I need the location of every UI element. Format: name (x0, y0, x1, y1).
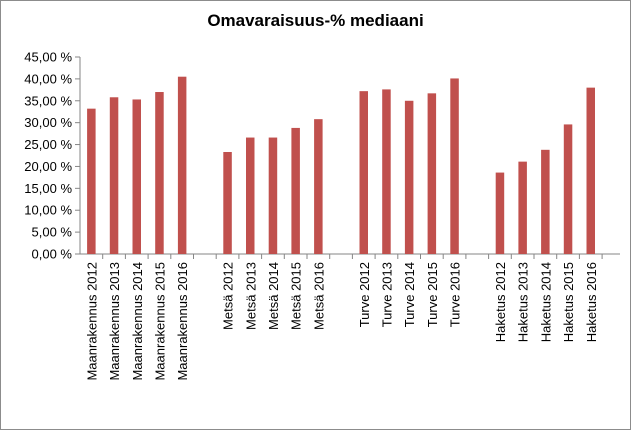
x-category-label: Metsä 2012 (221, 262, 236, 330)
bar (518, 161, 527, 254)
bar (223, 152, 232, 254)
x-category-label: Maanrakennus 2016 (175, 262, 190, 381)
x-category-label: Metsä 2013 (243, 262, 258, 330)
bar (246, 137, 255, 254)
bar (586, 87, 595, 254)
y-tick-label: 30,00 % (24, 115, 72, 130)
bar (359, 91, 368, 255)
x-category-label: Haketus 2015 (561, 262, 576, 342)
chart-title: Omavaraisuus-% mediaani (207, 11, 424, 30)
bar (87, 108, 96, 254)
x-category-label: Metsä 2016 (311, 262, 326, 330)
x-category-label: Haketus 2013 (516, 262, 531, 342)
y-tick-label: 5,00 % (32, 225, 73, 240)
bar (450, 78, 459, 254)
bar (132, 99, 141, 255)
bar (404, 100, 414, 254)
x-category-label: Metsä 2015 (289, 262, 304, 330)
y-tick-label: 40,00 % (24, 71, 72, 86)
bar (268, 137, 278, 254)
y-tick-label: 25,00 % (24, 137, 72, 152)
bar (541, 149, 550, 254)
y-tick-label: 45,00 % (24, 50, 72, 65)
bar (109, 97, 119, 254)
bar (495, 172, 505, 254)
x-category-label: Turve 2015 (425, 262, 440, 327)
y-tick-label: 10,00 % (24, 203, 72, 218)
y-tick-label: 35,00 % (24, 93, 72, 108)
bar (427, 93, 437, 254)
x-category-label: Haketus 2014 (538, 262, 553, 342)
x-category-label: Haketus 2012 (493, 262, 508, 342)
x-category-label: Maanrakennus 2014 (130, 262, 145, 381)
bar (314, 119, 323, 254)
y-tick-label: 0,00 % (32, 247, 73, 262)
x-category-label: Turve 2014 (402, 262, 417, 327)
bar (155, 92, 164, 255)
x-category-label: Maanrakennus 2015 (152, 262, 167, 381)
x-category-label: Haketus 2016 (584, 262, 599, 342)
x-category-label: Maanrakennus 2012 (84, 262, 99, 381)
x-category-label: Turve 2016 (448, 262, 463, 327)
bar (382, 89, 391, 255)
bar (291, 127, 300, 254)
y-tick-label: 15,00 % (24, 181, 72, 196)
x-category-label: Metsä 2014 (266, 262, 281, 330)
x-category-label: Maanrakennus 2013 (107, 262, 122, 381)
bar (563, 124, 573, 254)
x-category-label: Turve 2012 (357, 262, 372, 327)
x-category-label: Turve 2013 (379, 262, 394, 327)
bar (177, 76, 187, 254)
y-tick-label: 20,00 % (24, 159, 72, 174)
